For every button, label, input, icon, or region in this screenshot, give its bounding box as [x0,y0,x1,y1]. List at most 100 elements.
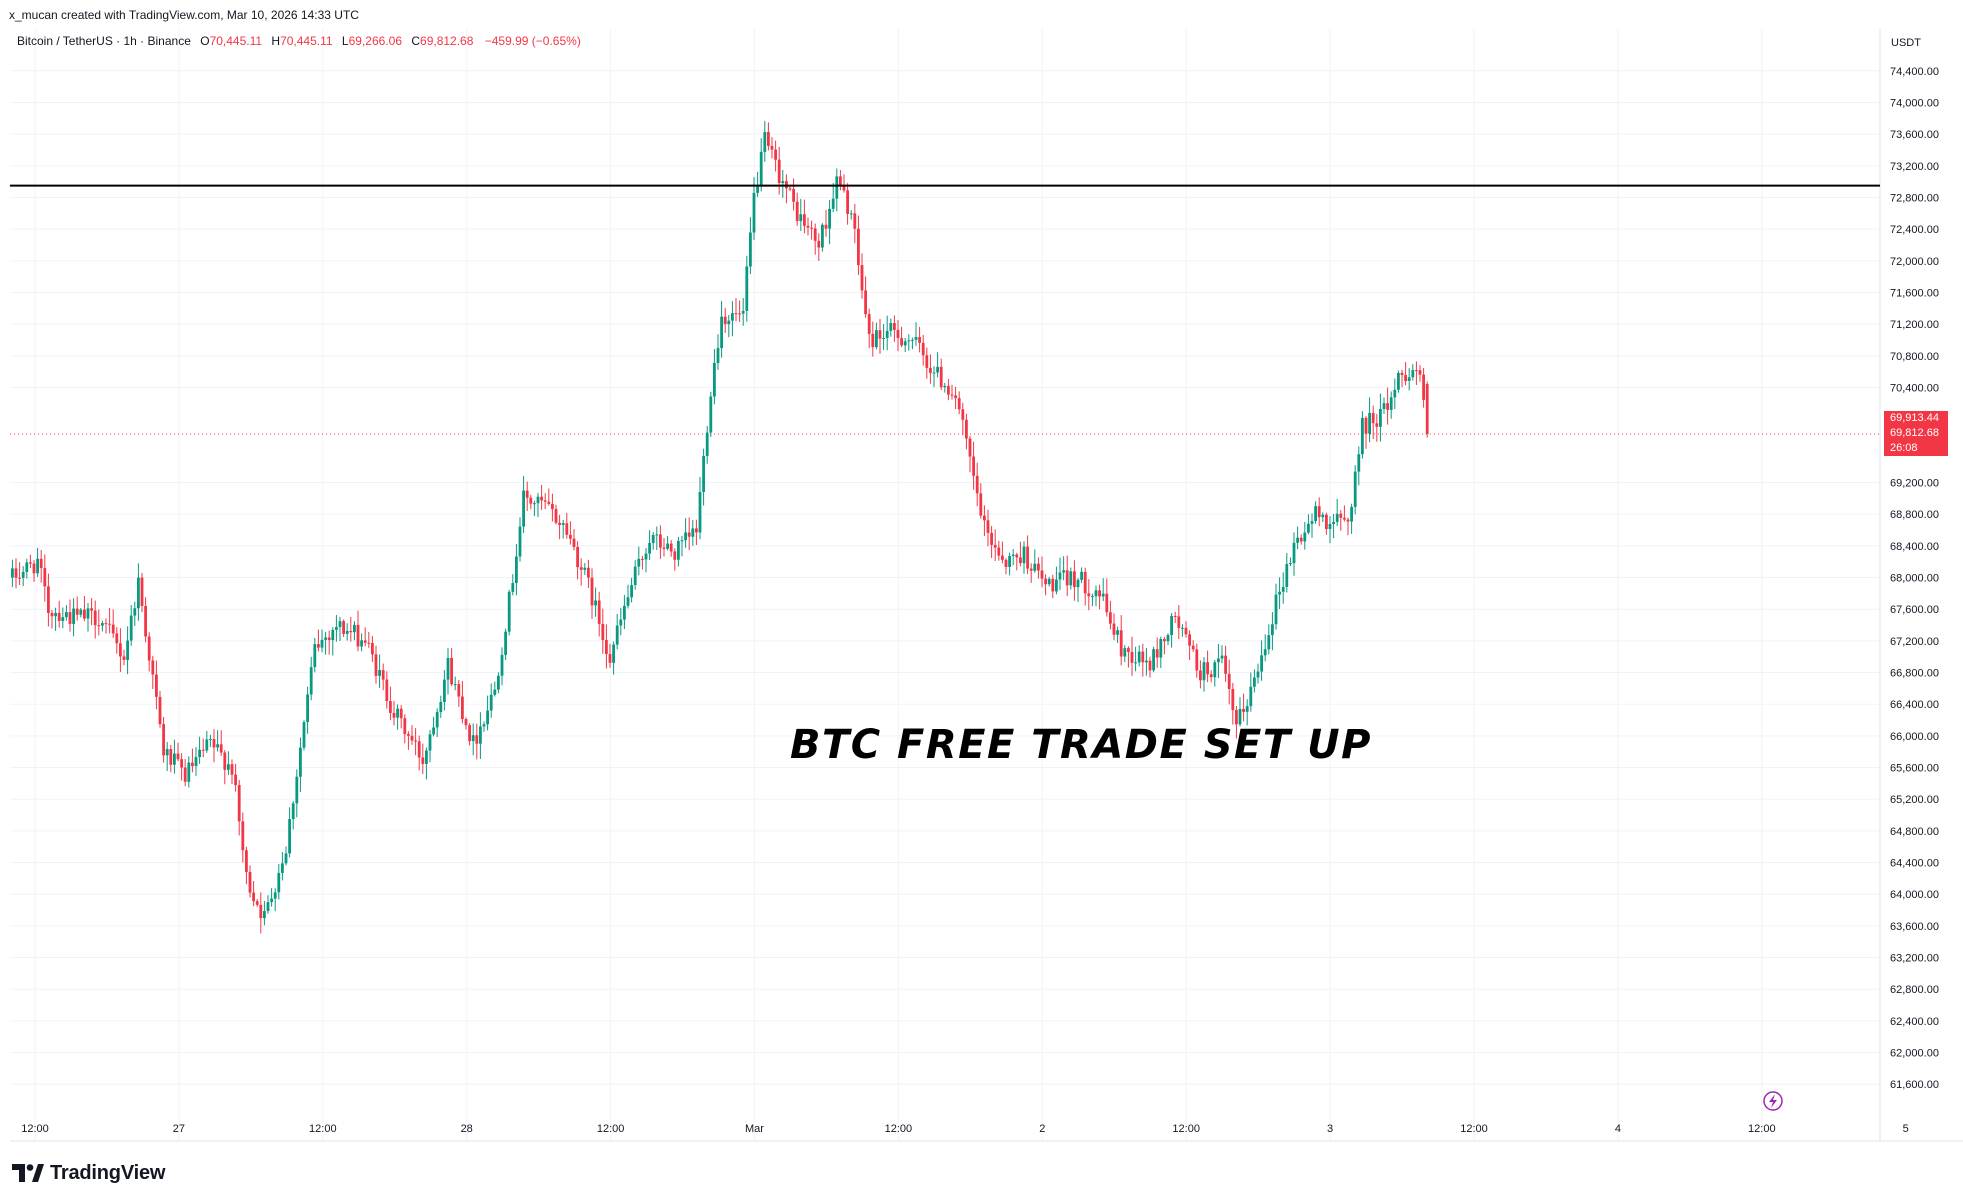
candle-body [903,341,907,346]
candle-body [979,493,983,516]
price-tick-label: 65,200.00 [1890,794,1939,806]
candle-body [1307,523,1310,533]
candles [11,120,1429,934]
candle-body [1040,570,1044,579]
candle-body [1170,615,1173,636]
candle-body [864,290,867,315]
change-value: −459.99 (−0.65%) [484,34,581,48]
price-tick-label: 67,200.00 [1890,636,1939,648]
candle-body [291,803,295,820]
candle-body [432,727,435,735]
candle-body [893,323,896,330]
candle-body [47,586,50,613]
tradingview-brand[interactable]: TradingView [12,1162,165,1184]
candle-body [835,176,839,199]
candle-body [72,608,75,624]
candle-body [1184,627,1188,635]
price-tick-label: 67,600.00 [1890,604,1939,616]
symbol-name[interactable]: Bitcoin / TetherUS · 1h · Binance [17,34,191,48]
candle-body [50,612,54,617]
candle-body [857,228,860,266]
price-tick-label: 68,000.00 [1890,573,1939,585]
candle-body [407,734,410,736]
candle-body [597,600,601,624]
candle-body [25,562,29,572]
candle-body [1271,624,1274,636]
candle-body [1375,423,1379,427]
candle-body [1109,612,1112,624]
candle-body [1317,506,1321,518]
candle-body [860,265,864,291]
candle-body [1357,454,1361,472]
candle-body [446,657,450,680]
candle-body [1008,555,1011,568]
candle-body [299,747,302,777]
candle-body [129,615,133,641]
candle-body [921,342,925,356]
candle-body [1022,546,1026,564]
price-tick-label: 70,400.00 [1890,382,1939,394]
candle-body [911,339,914,341]
candle-body [770,145,774,150]
candle-body [1407,377,1411,381]
price-tick-label: 71,200.00 [1890,319,1939,331]
candle-body [885,330,889,339]
candle-body [698,491,702,533]
candle-body [666,543,669,549]
chart-annotation-title[interactable]: BTC FREE TRADE SET UP [790,722,1372,768]
candle-body [349,631,353,633]
candle-body [734,313,738,315]
candle-body [306,694,309,723]
candle-body [1281,586,1285,592]
candle-body [1206,662,1209,675]
candle-body [1091,596,1094,598]
currency-label[interactable]: USDT [1891,37,1921,49]
candle-body [1213,662,1217,678]
candle-body [1119,630,1123,657]
candle-body [1116,630,1119,635]
candle-body [1209,674,1213,678]
candle-body [1033,563,1037,571]
candle-body [209,739,212,741]
candle-body [389,701,392,713]
candle-body [515,556,518,584]
candle-body [605,639,608,655]
candle-body [183,767,187,782]
candle-body [83,609,86,619]
candle-body [450,657,453,685]
low-value: 69,266.06 [348,34,402,48]
candle-body [367,642,371,644]
price-tick-label: 66,400.00 [1890,699,1939,711]
lightning-icon[interactable] [1763,1091,1783,1111]
candle-body [583,567,587,570]
open-label: O [200,34,210,48]
candle-body [198,749,201,758]
candle-body [1130,651,1134,663]
candle-body [54,612,57,617]
candle-body [1350,506,1353,522]
price-tick-label: 62,000.00 [1890,1048,1939,1060]
candle-body [997,547,1001,556]
candle-body [75,608,79,615]
candle-body [1094,590,1098,597]
candle-body [846,190,849,214]
candle-body [115,633,119,644]
candle-body [237,785,241,822]
candle-body [659,534,662,548]
candle-body [18,577,21,579]
candle-body [468,725,471,742]
candle-body [795,201,799,222]
candle-body [194,757,198,767]
time-tick-label: 3 [1327,1123,1333,1135]
candle-body [849,213,853,215]
price-axis-panel[interactable] [1880,29,1963,1141]
candle-body [500,654,504,676]
candle-body [763,132,767,152]
candle-body [140,577,144,606]
price-tick-label: 62,400.00 [1890,1016,1939,1028]
candle-body [1166,635,1170,642]
price-tick-label: 68,800.00 [1890,509,1939,521]
candle-body [1386,403,1389,410]
candle-body [1112,623,1116,635]
